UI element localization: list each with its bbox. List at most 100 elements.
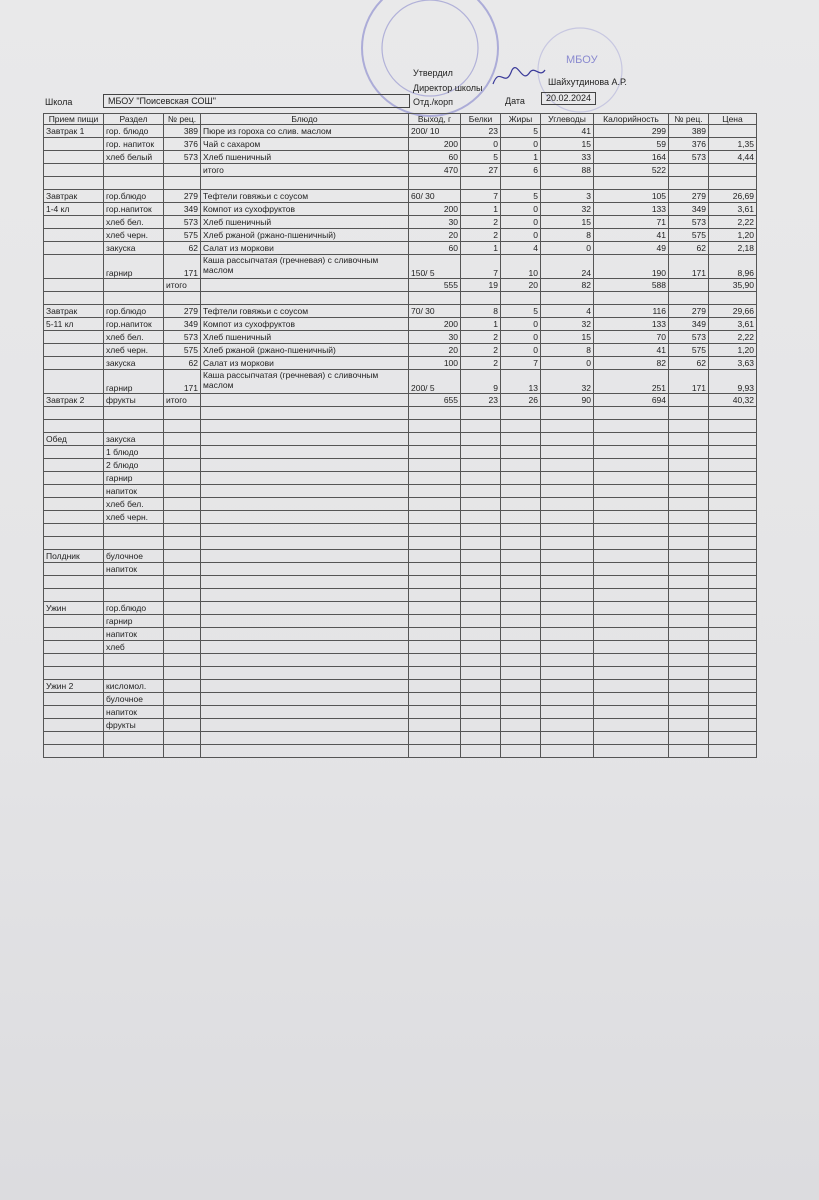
- table-cell: [408, 666, 461, 680]
- table-cell: [163, 445, 201, 459]
- table-cell: 555: [408, 278, 461, 292]
- date: 20.02.2024: [541, 92, 596, 105]
- table-cell: [540, 484, 594, 498]
- table-row: хлеб: [43, 640, 757, 654]
- table-cell: [408, 588, 461, 602]
- table-cell: 171: [163, 369, 201, 394]
- table-cell: [540, 679, 594, 693]
- table-row: хлеб белый 573 Хлеб пшеничный 60 5 1 33 164 573 4…: [43, 150, 757, 164]
- table-cell: булочное: [103, 692, 164, 706]
- table-cell: гор.блюдо: [103, 189, 164, 203]
- table-cell: [200, 562, 409, 576]
- table-cell: [408, 523, 461, 537]
- table-cell: 8: [540, 343, 594, 357]
- table-cell: 2,22: [708, 330, 757, 344]
- table-cell: 573: [163, 330, 201, 344]
- table-cell: [540, 666, 594, 680]
- table-cell: [460, 497, 501, 511]
- table-cell: Завтрак: [43, 189, 104, 203]
- table-cell: [103, 731, 164, 745]
- table-row: [43, 653, 757, 667]
- table-cell: 15: [540, 137, 594, 151]
- table-cell: [408, 176, 461, 190]
- column-header: Цена: [708, 113, 757, 125]
- table-cell: [460, 176, 501, 190]
- table-cell: 133: [593, 317, 669, 331]
- table-cell: [460, 692, 501, 706]
- table-cell: 27: [460, 163, 501, 177]
- table-cell: [540, 744, 594, 758]
- table-cell: [540, 640, 594, 654]
- table-cell: [500, 705, 541, 719]
- table-cell: [668, 419, 709, 433]
- table-cell: 23: [460, 393, 501, 407]
- table-cell: 200/ 5: [408, 369, 461, 394]
- table-cell: [540, 562, 594, 576]
- table-cell: [668, 291, 709, 305]
- column-header: № рец.: [163, 113, 201, 125]
- table-cell: [668, 627, 709, 641]
- table-cell: [103, 163, 164, 177]
- table-row: 2 блюдо: [43, 458, 757, 472]
- table-cell: [668, 458, 709, 472]
- table-cell: хлеб черн.: [103, 510, 164, 524]
- table-cell: гарнир: [103, 471, 164, 485]
- table-cell: 88: [540, 163, 594, 177]
- table-row: Завтрак 2 фрукты итого 655 23 26 90 694 40,32: [43, 393, 757, 407]
- table-cell: [200, 291, 409, 305]
- director-label: Директор школы: [413, 83, 483, 93]
- table-cell: [163, 692, 201, 706]
- table-cell: [200, 705, 409, 719]
- table-cell: [708, 549, 757, 563]
- table-cell: [43, 562, 104, 576]
- table-cell: [593, 653, 669, 667]
- table-cell: [43, 614, 104, 628]
- table-cell: [540, 731, 594, 745]
- approved: Утвердил: [413, 68, 453, 78]
- table-row: итого 555 19 20 82 588 35,90: [43, 278, 757, 292]
- table-cell: [200, 536, 409, 550]
- table-cell: 62: [163, 356, 201, 370]
- table-cell: [668, 601, 709, 615]
- table-cell: [668, 718, 709, 732]
- table-cell: напиток: [103, 562, 164, 576]
- table-cell: [500, 692, 541, 706]
- table-cell: [540, 718, 594, 732]
- table-cell: гарнир: [103, 254, 164, 279]
- table-row: гарнир: [43, 471, 757, 485]
- table-cell: [408, 497, 461, 511]
- table-cell: 0: [500, 330, 541, 344]
- table-cell: [460, 666, 501, 680]
- table-cell: 62: [668, 356, 709, 370]
- table-cell: 90: [540, 393, 594, 407]
- table-cell: Чай с сахаром: [200, 137, 409, 151]
- table-cell: хлеб бел.: [103, 215, 164, 229]
- table-row: [43, 419, 757, 433]
- table-cell: 133: [593, 202, 669, 216]
- table-cell: [708, 666, 757, 680]
- table-cell: [460, 640, 501, 654]
- table-cell: [708, 510, 757, 524]
- table-row: Ужин 2 кисломол.: [43, 679, 757, 693]
- table-row: [43, 588, 757, 602]
- table-cell: 19: [460, 278, 501, 292]
- table-cell: [500, 406, 541, 420]
- table-cell: 41: [593, 343, 669, 357]
- table-cell: [163, 718, 201, 732]
- table-cell: 1 блюдо: [103, 445, 164, 459]
- table-cell: 171: [163, 254, 201, 279]
- table-cell: 26,69: [708, 189, 757, 203]
- column-header: Раздел: [103, 113, 164, 125]
- table-cell: [43, 419, 104, 433]
- table-cell: закуска: [103, 432, 164, 446]
- table-cell: 30: [408, 330, 461, 344]
- table-cell: фрукты: [103, 718, 164, 732]
- table-cell: 0: [500, 228, 541, 242]
- table-cell: [163, 705, 201, 719]
- table-cell: [163, 614, 201, 628]
- table-cell: [593, 484, 669, 498]
- table-cell: [43, 627, 104, 641]
- table-cell: [408, 744, 461, 758]
- table-cell: гарнир: [103, 369, 164, 394]
- table-cell: [668, 653, 709, 667]
